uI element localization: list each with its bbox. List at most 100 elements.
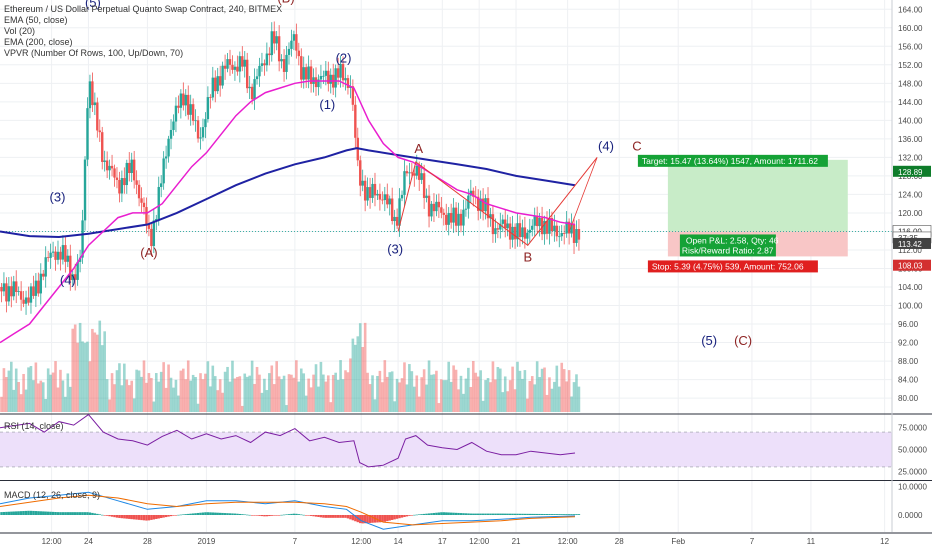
candle-body (334, 68, 337, 88)
candle-body (435, 201, 438, 212)
volume-bar-42 (103, 331, 106, 412)
volume-bar-150 (368, 384, 372, 412)
candle-body (324, 70, 328, 76)
indicator-vpvr[interactable]: VPVR (Number Of Rows, 100, Up/Down, 70) (4, 48, 184, 58)
indicator-ema200[interactable]: EMA (200, close) (4, 37, 73, 47)
volume-bar-203 (499, 368, 502, 412)
volume-bar-6 (14, 368, 18, 412)
macd-hist-bar-230 (565, 514, 568, 515)
volume-bar-109 (268, 373, 271, 412)
candle-4 (10, 276, 13, 308)
macd-hist-bar-221 (543, 513, 546, 515)
candle-99 (243, 51, 246, 78)
macd-hist-bar-7 (17, 511, 20, 515)
volume-bar-222 (545, 394, 549, 412)
volume-bar-129 (317, 386, 320, 412)
time-tick-label-13: 7 (750, 537, 755, 546)
volume-bar-94 (231, 360, 234, 412)
candle-178 (437, 193, 441, 219)
candle-body (42, 273, 45, 277)
macd-hist-bar-210 (516, 513, 519, 515)
candle-body (359, 160, 362, 186)
macd-hist-bar-163 (400, 515, 404, 518)
target-label: Target: 15.47 (13.64%) 1547, Amount: 171… (637, 154, 828, 167)
macd-hist-bar-98 (241, 514, 244, 515)
macd-hist-bar-193 (474, 513, 477, 515)
volume-bar-138 (339, 360, 342, 412)
ema50-line (0, 80, 576, 344)
indicator-volume[interactable]: Vol (20) (4, 26, 36, 36)
macd-hist-bar-13 (32, 510, 35, 515)
volume-bar-163 (400, 378, 404, 412)
indicator-ema50[interactable]: EMA (50, close) (4, 15, 68, 25)
candle-body (285, 54, 288, 72)
candle-body (545, 220, 549, 234)
macd-hist-bar-227 (558, 514, 561, 515)
candle-188 (462, 199, 465, 236)
candle-88 (216, 67, 219, 94)
volume-bar-175 (430, 374, 433, 412)
macd-hist-bar-173 (425, 513, 428, 515)
candle-body (37, 280, 40, 294)
candle-228 (560, 225, 563, 241)
macd-hist-bar-115 (282, 514, 286, 516)
candle-229 (562, 225, 566, 245)
candle-89 (218, 65, 222, 97)
macd-hist-bar-106 (260, 515, 264, 517)
volume-bar-28 (68, 386, 72, 412)
candle-111 (273, 21, 276, 54)
candle-192 (472, 187, 475, 207)
candle-211 (518, 215, 522, 247)
candle-79 (194, 109, 197, 132)
candle-23 (56, 240, 60, 265)
volume-bar-39 (96, 334, 99, 412)
candle-body (459, 213, 463, 226)
target-zone (667, 159, 848, 232)
candle-181 (445, 203, 448, 231)
volume-bar-193 (474, 372, 478, 412)
candle-90 (221, 61, 224, 89)
volume-bar-177 (435, 370, 438, 412)
candle-body (275, 36, 278, 44)
candle-body (81, 220, 84, 258)
candle-body (101, 132, 104, 162)
candle-165 (405, 165, 409, 177)
candle-16 (39, 263, 42, 305)
volume-bar-30 (73, 324, 77, 412)
volume-bar-45 (110, 373, 114, 412)
candle-body (302, 67, 305, 80)
candle-217 (533, 207, 536, 237)
candle-210 (516, 212, 519, 247)
candle-130 (319, 64, 323, 89)
volume-bar-148 (363, 322, 367, 412)
volume-bar-56 (137, 370, 141, 412)
candle-81 (199, 127, 202, 150)
macd-title[interactable]: MACD (12, 26, close, 9) (4, 490, 101, 500)
candle-164 (403, 160, 406, 207)
macd-hist-bar-110 (270, 515, 273, 516)
price-tick-label-4: 96.00 (898, 320, 919, 329)
volume-bar-80 (196, 403, 200, 412)
macd-hist-bar-92 (226, 513, 229, 515)
candle-8 (19, 281, 23, 311)
macd-hist-bar-185 (454, 512, 458, 515)
candle-26 (64, 236, 67, 273)
candle-174 (427, 184, 431, 228)
volume-bar-2 (5, 377, 8, 412)
macd-hist-bar-81 (199, 512, 202, 515)
candle-body (98, 130, 101, 133)
volume-bar-215 (528, 380, 532, 412)
rsi-title[interactable]: RSI (14, close) (4, 421, 64, 431)
price-tag-bg (893, 259, 931, 271)
candle-body (565, 221, 568, 234)
volume-bar-108 (265, 390, 269, 412)
wave-label-5: (4) (598, 138, 614, 153)
volume-bar-167 (410, 371, 414, 412)
macd-hist-bar-36 (88, 512, 92, 515)
candle-157 (386, 183, 389, 209)
macd-hist-bar-229 (562, 514, 566, 515)
volume-bar-0 (0, 396, 3, 412)
macd-hist-bar-75 (184, 514, 187, 515)
volume-bar-3 (7, 370, 11, 412)
chart-title[interactable]: Ethereum / US Dollar Perpetual Quanto Sw… (4, 4, 283, 14)
